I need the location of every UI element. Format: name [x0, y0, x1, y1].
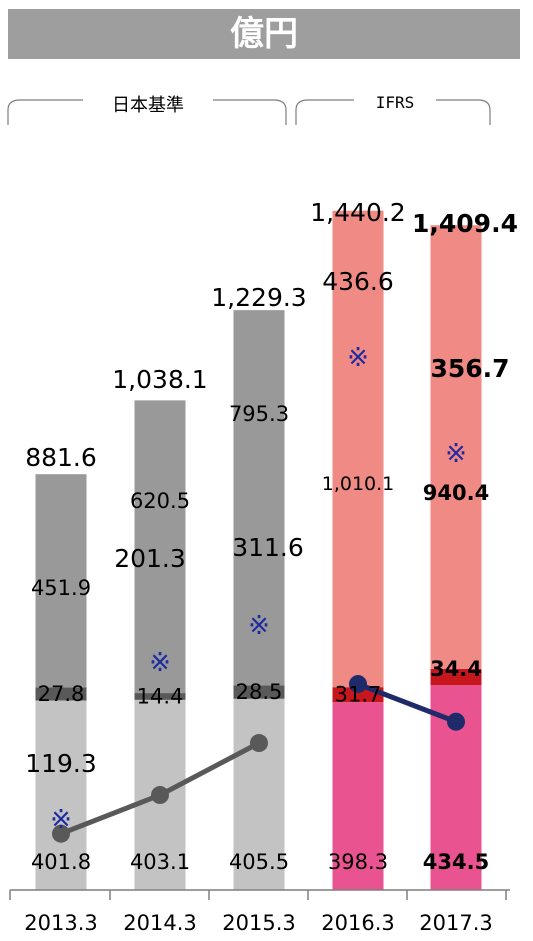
bar-segment-top: [430, 225, 482, 669]
data-label-bottom: 401.8: [31, 850, 91, 874]
section-label-ifrs: IFRS: [376, 93, 415, 112]
bar-segment-top: [134, 400, 186, 694]
trend-lines: [52, 675, 465, 843]
data-label-middle: 31.7: [335, 683, 382, 707]
bar-segment-bottom: [233, 698, 285, 890]
trend-point: [52, 824, 70, 843]
bracket-left-line: [295, 99, 354, 125]
data-label-total: 1,038.1: [112, 365, 207, 394]
bar-segment-top: [35, 474, 87, 688]
data-label-total: 1,440.2: [310, 198, 405, 227]
data-label-top: 620.5: [130, 489, 190, 513]
data-label-middle: 14.4: [137, 684, 184, 708]
bar-segment-middle: [35, 687, 87, 701]
data-label-bottom: 434.5: [423, 850, 489, 874]
data-labels: 401.8 27.8 451.9 881.6 119.3 ※ 403.1 14.4 620.5 1…: [25, 198, 518, 874]
bracket-left-line: [7, 99, 83, 125]
trend-point: [151, 786, 169, 805]
data-label-total: 1,409.4: [412, 209, 518, 238]
x-axis: 2013.3 2014.3 2015.3 2016.3 2017.3: [9, 889, 510, 935]
bar-segment-bottom: [35, 700, 87, 890]
x-tick-label: 2015.3: [222, 911, 295, 935]
bar-segment-middle: [134, 693, 186, 700]
trend-line-ifrs: [357, 681, 457, 725]
x-tick-label: 2013.3: [24, 911, 97, 935]
trend-point: [250, 734, 268, 753]
note-mark: ※: [445, 439, 467, 469]
bar-segment-top: [332, 210, 384, 688]
data-label-line: 356.7: [430, 354, 509, 383]
note-mark: ※: [50, 805, 72, 835]
bracket-right-line: [213, 99, 287, 125]
note-mark: ※: [347, 343, 369, 373]
data-label-top: 795.3: [229, 402, 289, 426]
bar-segment-bottom: [332, 702, 384, 890]
trend-point: [447, 712, 465, 731]
bar-segment-middle: [430, 668, 482, 686]
data-label-total: 881.6: [25, 443, 97, 472]
section-bracket-japan: [7, 99, 287, 125]
note-mark: ※: [248, 611, 270, 641]
data-label-line: 201.3: [114, 544, 186, 573]
data-label-bottom: 405.5: [229, 850, 289, 874]
bar-segment-top: [233, 310, 285, 686]
section-label-japan: 日本基準: [112, 95, 184, 116]
data-label-bottom: 403.1: [130, 850, 190, 874]
data-label-middle: 27.8: [38, 682, 85, 706]
data-label-total: 1,229.3: [211, 283, 306, 312]
data-label-bottom: 398.3: [328, 850, 388, 874]
data-label-middle: 34.4: [430, 657, 482, 681]
unit-banner: 億円: [8, 9, 520, 59]
bar-segment-middle: [233, 685, 285, 699]
trend-point: [349, 675, 367, 694]
data-label-top: 451.9: [31, 576, 91, 600]
data-label-line: 436.6: [322, 267, 394, 296]
section-bracket-ifrs: [295, 99, 491, 125]
x-tick-label: 2016.3: [321, 911, 394, 935]
data-label-line: 311.6: [232, 533, 304, 562]
data-label-middle: 28.5: [236, 680, 283, 704]
x-tick-label: 2014.3: [123, 911, 196, 935]
note-mark: ※: [149, 648, 171, 678]
x-tick-label: 2017.3: [419, 911, 492, 935]
data-label-top: 940.4: [423, 481, 489, 505]
bars: [35, 210, 482, 890]
bracket-right-line: [436, 99, 491, 125]
data-label-top: 1,010.1: [322, 473, 395, 495]
data-label-line: 119.3: [25, 749, 97, 778]
